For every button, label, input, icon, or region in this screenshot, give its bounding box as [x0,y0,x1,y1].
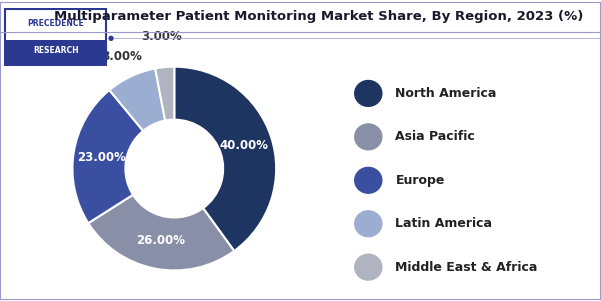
Text: Asia Pacific: Asia Pacific [395,130,475,143]
Circle shape [355,124,382,150]
Text: Multiparameter Patient Monitoring Market Share, By Region, 2023 (%): Multiparameter Patient Monitoring Market… [54,10,583,23]
Text: Europe: Europe [395,174,445,187]
Text: Latin America: Latin America [395,217,492,230]
Text: 3.00%: 3.00% [141,30,182,43]
Text: North America: North America [395,87,497,100]
Text: RESEARCH: RESEARCH [33,46,78,55]
Text: 26.00%: 26.00% [136,234,185,247]
Text: Middle East & Africa: Middle East & Africa [395,261,538,274]
Circle shape [355,167,382,193]
Text: 23.00%: 23.00% [78,150,126,163]
FancyBboxPatch shape [5,40,106,65]
Wedge shape [109,69,165,131]
Circle shape [355,211,382,237]
FancyBboxPatch shape [5,9,106,65]
Circle shape [355,254,382,280]
Text: 40.00%: 40.00% [219,139,269,152]
Wedge shape [72,90,143,223]
Circle shape [355,80,382,106]
Text: ●: ● [108,35,114,41]
Text: PRECEDENCE: PRECEDENCE [27,20,84,29]
Wedge shape [155,67,174,120]
Wedge shape [174,67,276,251]
Text: 8.00%: 8.00% [101,50,142,63]
Wedge shape [88,195,234,270]
